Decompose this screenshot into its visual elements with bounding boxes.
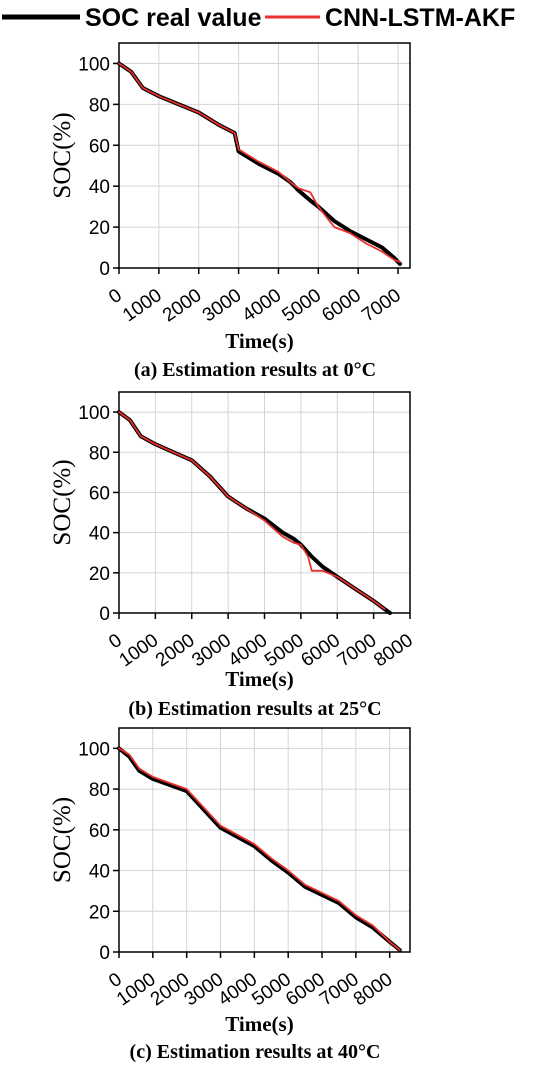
x-axis-label: Time(s) (225, 329, 293, 353)
plot-frame (118, 42, 411, 269)
x-tick-label: 3000 (188, 630, 235, 671)
y-tick-label: 60 (89, 821, 110, 842)
y-axis-label: SOC(%) (49, 459, 76, 545)
y-tick-label: 100 (78, 739, 110, 760)
panel-caption: (b) Estimation results at 25°C (128, 698, 381, 720)
plot-frame (118, 727, 411, 953)
y-tick-label: 80 (89, 95, 110, 116)
x-tick-label: 6000 (318, 285, 365, 326)
x-tick-label: 1000 (119, 285, 166, 326)
y-axis-label: SOC(%) (49, 797, 76, 883)
y-tick-label: 60 (89, 136, 110, 157)
y-tick-label: 20 (89, 902, 110, 923)
chart-panel-2: 0204060801000100020003000400050006000700… (49, 727, 411, 1063)
x-tick-label: 8000 (350, 969, 397, 1010)
x-tick-label: 7000 (334, 630, 381, 671)
y-tick-label: 20 (89, 564, 110, 585)
y-tick-label: 100 (78, 54, 110, 75)
series-line-cnn (118, 747, 401, 951)
series-line-real (117, 410, 392, 615)
x-tick-label: 6000 (297, 630, 344, 671)
x-tick-label: 3000 (199, 285, 246, 326)
x-tick-label: 8000 (370, 630, 417, 671)
y-tick-label: 60 (89, 483, 110, 504)
x-tick-label: 5000 (279, 285, 326, 326)
x-tick-label: 2000 (159, 285, 206, 326)
x-tick-label: 7000 (358, 285, 405, 326)
chart-panel-0: 0204060801000100020003000400050006000700… (49, 42, 411, 381)
y-tick-label: 40 (89, 177, 110, 198)
x-tick-label: 4000 (225, 630, 272, 671)
panels: 0204060801000100020003000400050006000700… (49, 42, 417, 1063)
x-tick-label: 0 (105, 285, 126, 308)
y-tick-label: 80 (89, 780, 110, 801)
x-axis-label: Time(s) (225, 667, 293, 691)
y-tick-label: 80 (89, 443, 110, 464)
x-tick-label: 1000 (116, 630, 163, 671)
legend: SOC real value CNN-LSTM-AKF (2, 4, 515, 32)
y-tick-label: 0 (99, 604, 110, 625)
x-tick-label: 5000 (261, 630, 308, 671)
y-tick-label: 20 (89, 218, 110, 239)
panel-caption: (a) Estimation results at 0°C (134, 359, 376, 381)
y-tick-label: 100 (78, 403, 110, 424)
legend-label-real: SOC real value (85, 4, 262, 32)
chart-panel-1: 0204060801000100020003000400050006000700… (49, 391, 417, 720)
series-line-cnn (118, 62, 401, 263)
x-tick-label: 4000 (239, 285, 286, 326)
series-line-cnn (118, 411, 386, 610)
series-line-real (117, 746, 402, 952)
x-axis-label: Time(s) (225, 1012, 293, 1036)
y-tick-label: 40 (89, 862, 110, 883)
x-tick-label: 2000 (152, 630, 199, 671)
legend-label-cnn: CNN-LSTM-AKF (325, 4, 515, 32)
panel-caption: (c) Estimation results at 40°C (130, 1041, 381, 1063)
y-axis-label: SOC(%) (49, 112, 76, 198)
y-tick-label: 0 (99, 259, 110, 280)
y-tick-label: 40 (89, 524, 110, 545)
y-tick-label: 0 (99, 943, 110, 964)
